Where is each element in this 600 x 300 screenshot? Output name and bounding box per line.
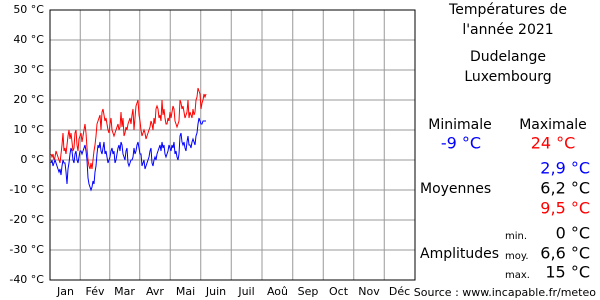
country: Luxembourg	[464, 69, 551, 85]
min-value: -9 °C	[441, 134, 481, 153]
station: Dudelange	[470, 49, 546, 65]
x-tick-label: Oct	[329, 285, 349, 298]
y-tick-label: -40 °C	[9, 273, 44, 286]
temperature-line	[50, 117, 206, 192]
x-tick-label: Mai	[176, 285, 195, 298]
x-tick-label: Mar	[114, 285, 135, 298]
x-tick-label: Déc	[389, 285, 410, 298]
subtitle: l'année 2021	[462, 22, 553, 38]
range-max-label: max.	[505, 270, 530, 281]
range-max: 15 °C	[545, 263, 590, 282]
range-avg: 6,6 °C	[540, 244, 590, 263]
title: Températures de	[448, 2, 567, 18]
ranges-label: Amplitudes	[420, 246, 499, 262]
mean-avg: 6,2 °C	[540, 179, 590, 198]
y-tick-label: 40 °C	[13, 33, 44, 46]
y-tick-label: 20 °C	[13, 93, 44, 106]
y-tick-label: -20 °C	[9, 213, 44, 226]
range-min-label: min.	[505, 231, 527, 242]
x-tick-label: Juil	[237, 285, 254, 298]
max-label: Maximale	[519, 117, 587, 133]
mean-max: 9,5 °C	[540, 199, 590, 218]
min-label: Minimale	[428, 117, 491, 133]
max-value: 24 °C	[531, 134, 576, 153]
mean-min: 2,9 °C	[540, 159, 590, 178]
x-tick-label: Aoû	[267, 285, 288, 298]
plot-frame	[49, 9, 416, 281]
range-min: 0 °C	[556, 224, 590, 243]
x-tick-label: Sep	[298, 285, 319, 298]
y-tick-label: 0 °C	[20, 153, 44, 166]
y-tick-label: 50 °C	[13, 3, 44, 16]
range-avg-label: moy.	[505, 251, 529, 262]
means-label: Moyennes	[420, 181, 491, 197]
y-tick-label: -30 °C	[9, 243, 44, 256]
y-tick-label: -10 °C	[9, 183, 44, 196]
source: Source : www.incapable.fr/meteo	[414, 286, 596, 299]
x-tick-label: Fév	[85, 285, 104, 298]
x-tick-label: Juin	[205, 285, 226, 298]
x-tick-label: Avr	[146, 285, 164, 298]
y-tick-label: 30 °C	[13, 63, 44, 76]
x-tick-label: Jan	[56, 285, 74, 298]
marks	[50, 87, 207, 192]
x-tick-label: Nov	[358, 285, 380, 298]
y-tick-label: 10 °C	[13, 123, 44, 136]
temperature-line	[50, 87, 207, 170]
